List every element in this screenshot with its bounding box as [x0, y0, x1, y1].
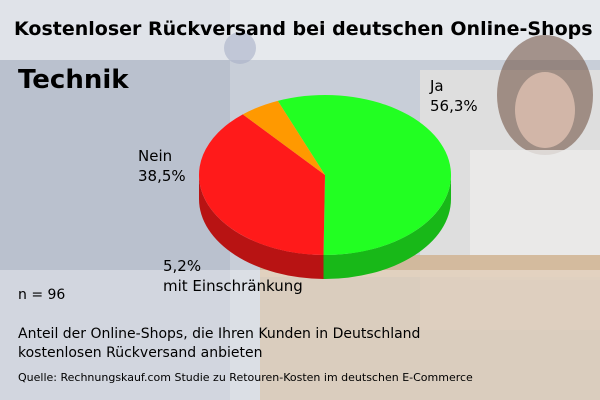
data-label-ja: Ja 56,3% — [430, 76, 478, 116]
chart-subtitle: Technik — [18, 65, 129, 95]
description-line-2: kostenlosen Rückversand anbieten — [18, 345, 263, 361]
slice-value-mit: 5,2% — [163, 257, 202, 275]
pie-side-walls — [199, 175, 452, 279]
slice-value-ja: 56,3% — [430, 97, 478, 115]
data-label-nein: Nein 38,5% — [138, 146, 186, 186]
slice-value-nein: 38,5% — [138, 167, 186, 185]
pie-side-nein — [199, 175, 324, 279]
chart-title: Kostenloser Rückversand bei deutschen On… — [14, 18, 593, 40]
pie-slice-mit-einschraenkung — [242, 100, 325, 175]
pie-side-ja — [323, 175, 452, 279]
slice-name-mit: mit Einschränkung — [163, 277, 303, 295]
slice-name-nein: Nein — [138, 147, 173, 165]
chart-description: Anteil der Online-Shops, die Ihren Kunde… — [18, 325, 458, 363]
pie-slice-ja — [277, 95, 452, 255]
data-label-mit: 5,2% mit Einschränkung — [163, 256, 303, 296]
description-line-1: Anteil der Online-Shops, die Ihren Kunde… — [18, 326, 421, 342]
sample-size: n = 96 — [18, 287, 66, 303]
pie-slice-nein — [198, 114, 325, 255]
source-note: Quelle: Rechnungskauf.com Studie zu Reto… — [18, 371, 473, 384]
slice-name-ja: Ja — [430, 77, 444, 95]
